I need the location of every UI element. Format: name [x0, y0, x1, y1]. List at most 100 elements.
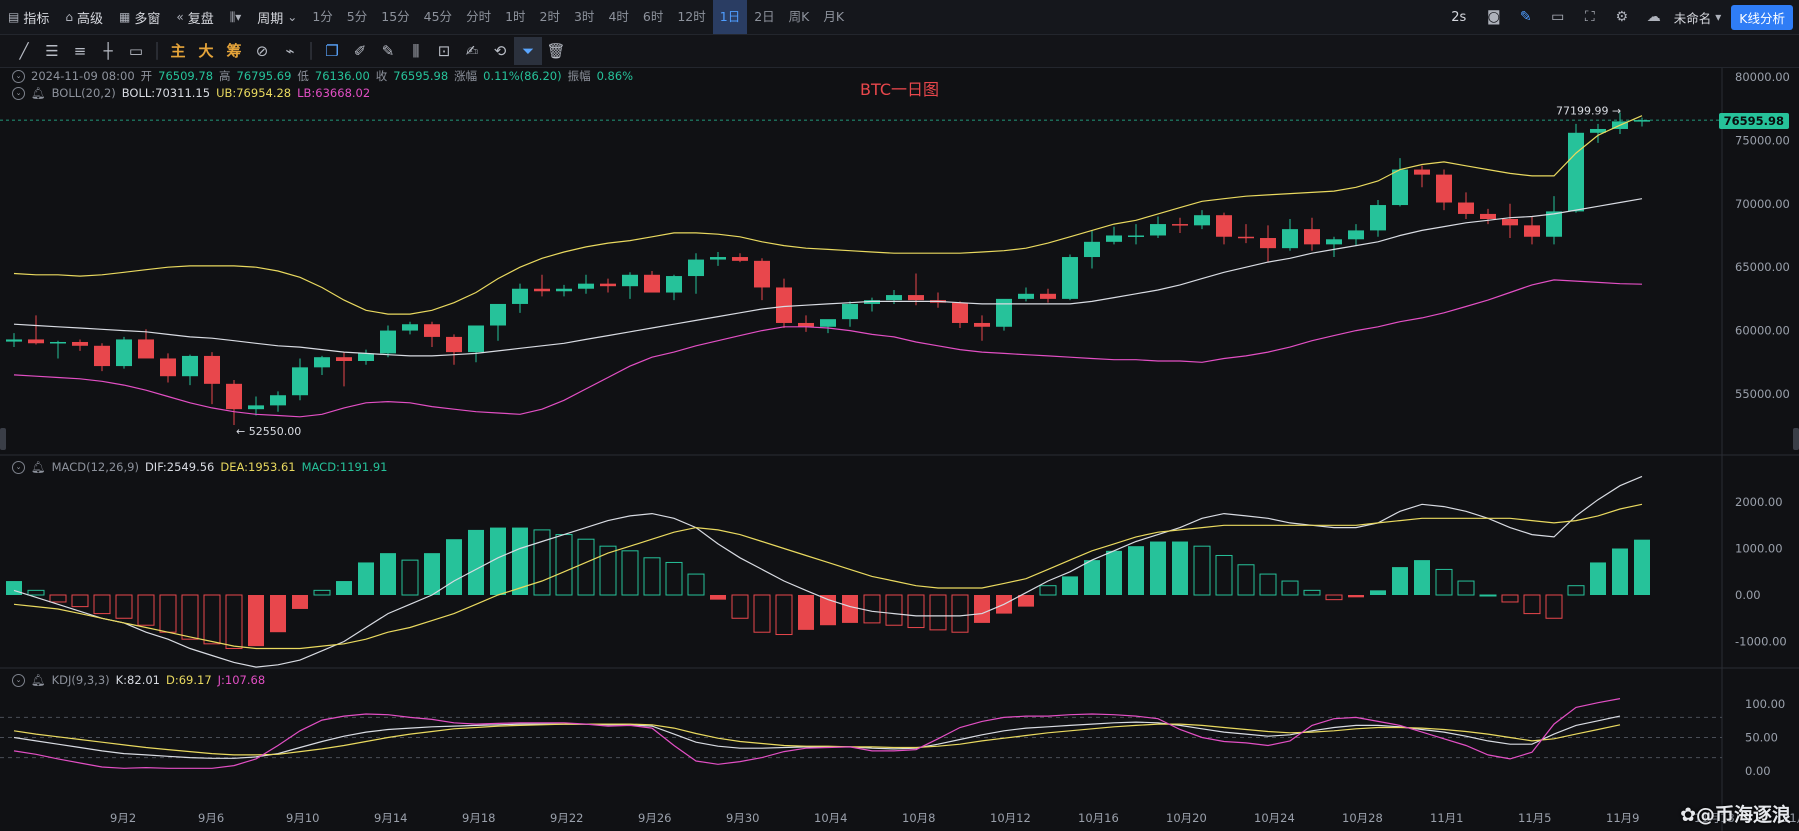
- ruler-icon[interactable]: ✐: [353, 42, 367, 60]
- kdj-axis-label: 0.00: [1745, 764, 1771, 778]
- candle-body: [666, 276, 682, 293]
- macd-dif-line: [13, 475, 1643, 668]
- price-chart[interactable]: 80000.00 75000.00 70000.00 65000.00 60000.00…: [0, 68, 1799, 831]
- period-tab[interactable]: 12时: [677, 9, 706, 24]
- period-tab[interactable]: 6时: [642, 9, 664, 24]
- multi-window-button[interactable]: ▦ 多窗: [119, 10, 161, 27]
- macd-histogram-bar: [1479, 594, 1497, 597]
- note-edit-icon[interactable]: ✍: [465, 42, 479, 60]
- macd-histogram-bar: [1435, 568, 1453, 596]
- collapse-toggle-icon[interactable]: ⌄: [12, 69, 25, 83]
- candle-body: [1326, 239, 1342, 245]
- settings-icon[interactable]: ⚙: [1615, 9, 1629, 25]
- period-tab[interactable]: 周K: [788, 9, 810, 24]
- macd-histogram-bar: [643, 557, 661, 596]
- period-tab[interactable]: 分时: [466, 9, 492, 24]
- macd-histogram-bar: [842, 595, 858, 623]
- period-tab[interactable]: 2时: [539, 9, 560, 24]
- candle-body: [1282, 229, 1298, 249]
- period-dropdown[interactable]: 周期 ⌄: [257, 10, 298, 27]
- period-tab[interactable]: 45分: [423, 9, 453, 24]
- collapse-toggle-icon[interactable]: ⌄: [12, 86, 25, 100]
- fullscreen-icon[interactable]: ⛶: [1584, 9, 1595, 25]
- main-chip-button[interactable]: 主: [170, 42, 186, 60]
- macd-histogram-bar: [49, 594, 67, 603]
- candles-icon[interactable]: ⫼: [412, 42, 420, 60]
- transform-icon[interactable]: ⟲: [493, 42, 507, 60]
- kline-analysis-button[interactable]: K线分析: [1731, 4, 1793, 30]
- macd-histogram-bar: [1084, 560, 1100, 595]
- camera-icon[interactable]: ◙: [1486, 9, 1501, 25]
- macd-histogram-bar: [1106, 550, 1122, 595]
- big-chip-button[interactable]: 大: [198, 42, 214, 60]
- copy-icon[interactable]: ❐: [325, 42, 339, 60]
- divider-icon: │: [152, 42, 162, 60]
- candle-type-button[interactable]: ⫼▾: [222, 0, 250, 34]
- kdj-axis-label: 100.00: [1745, 697, 1785, 711]
- pen-icon[interactable]: ✎: [381, 42, 395, 60]
- ohlc-header: ⌄ 2024-11-09 08:00 开 76509.78 高 76795.69 低…: [12, 68, 633, 84]
- change-value: 0.11%(86.20): [483, 69, 562, 83]
- price-axis-label: 60000.00: [1735, 324, 1790, 338]
- candle-body: [226, 383, 242, 410]
- candle-body: [1348, 230, 1364, 240]
- macd-histogram-bar: [731, 594, 749, 619]
- trash-icon[interactable]: 🗑: [546, 42, 566, 60]
- collapse-toggle-icon[interactable]: ⌄: [12, 673, 25, 687]
- cloud-icon[interactable]: ☁: [1646, 9, 1661, 25]
- magnet-icon[interactable]: ⊘: [255, 42, 269, 60]
- collapse-toggle-icon[interactable]: ⌄: [12, 460, 25, 474]
- horizontal-line-icon[interactable]: ┼: [103, 42, 113, 60]
- candle-body: [710, 257, 726, 260]
- period-tab[interactable]: 1分: [312, 9, 333, 24]
- candle-body: [1260, 238, 1276, 249]
- indicator-button[interactable]: ▤ 指标: [8, 10, 50, 27]
- rectangle-icon[interactable]: ▭: [128, 42, 144, 60]
- macd-histogram-bar: [1370, 590, 1386, 595]
- low-price-marker: ← 52550.00: [236, 425, 301, 438]
- macd-histogram-bar: [1018, 595, 1034, 607]
- brush-icon[interactable]: ⌁: [285, 42, 295, 60]
- candle-body: [952, 302, 968, 323]
- drawing-toolbar: ╱ ☰ ≡ ┼ ▭ │ 主 大 筹 ⊘ ⌁ │ ❐ ✐ ✎ ⫼ ⊡ ✍ ⟲ ⏷ …: [0, 35, 1799, 68]
- parallel-channel-icon[interactable]: ≡: [73, 42, 87, 60]
- trend-line-icon[interactable]: ╱: [19, 42, 29, 60]
- macd-histogram-bar: [1634, 539, 1650, 595]
- macd-axis-label: -1000.00: [1735, 635, 1787, 649]
- divider-icon: │: [306, 42, 316, 60]
- period-tab[interactable]: 15分: [381, 9, 410, 24]
- candle-body: [1414, 169, 1430, 175]
- left-scroll-handle[interactable]: [0, 428, 6, 450]
- refresh-interval[interactable]: 2s: [1451, 9, 1467, 25]
- period-tab[interactable]: 月K: [823, 9, 845, 24]
- filter-icon[interactable]: ⏷: [514, 37, 542, 65]
- period-tab[interactable]: 3时: [573, 9, 595, 24]
- edit-icon[interactable]: ✎: [1519, 9, 1532, 25]
- chip-distribution-button[interactable]: 筹: [226, 42, 242, 60]
- macd-histogram-bar: [137, 594, 155, 626]
- candle-body: [1194, 215, 1210, 226]
- period-tab[interactable]: 1日: [712, 0, 748, 34]
- candle-body: [1568, 132, 1584, 212]
- macd-histogram-bar: [1259, 573, 1277, 596]
- bell-icon: 🔔︎: [31, 460, 46, 474]
- macd-histogram-bar: [1172, 541, 1188, 595]
- period-tab[interactable]: 2日: [754, 9, 775, 24]
- period-tab[interactable]: 4时: [608, 9, 629, 24]
- candle-body: [996, 298, 1012, 327]
- account-dropdown[interactable]: 未命名 ▾: [1673, 10, 1722, 26]
- candle-body: [1172, 224, 1188, 226]
- advanced-button[interactable]: ⌂ 高级: [65, 10, 103, 27]
- period-tab[interactable]: 1时: [505, 9, 526, 24]
- candle-body: [842, 303, 858, 320]
- right-scroll-handle[interactable]: [1793, 428, 1799, 450]
- candle-body: [468, 325, 484, 353]
- horizontal-ray-icon[interactable]: ☰: [45, 42, 59, 60]
- period-tab[interactable]: 5分: [346, 9, 368, 24]
- note-icon[interactable]: ▭: [1551, 9, 1565, 25]
- lock-icon[interactable]: ⊡: [437, 42, 451, 60]
- price-axis-label: 75000.00: [1735, 133, 1790, 147]
- replay-button[interactable]: «复盘: [176, 10, 214, 27]
- macd-histogram-bar: [1039, 585, 1057, 596]
- candle-body: [1370, 205, 1386, 231]
